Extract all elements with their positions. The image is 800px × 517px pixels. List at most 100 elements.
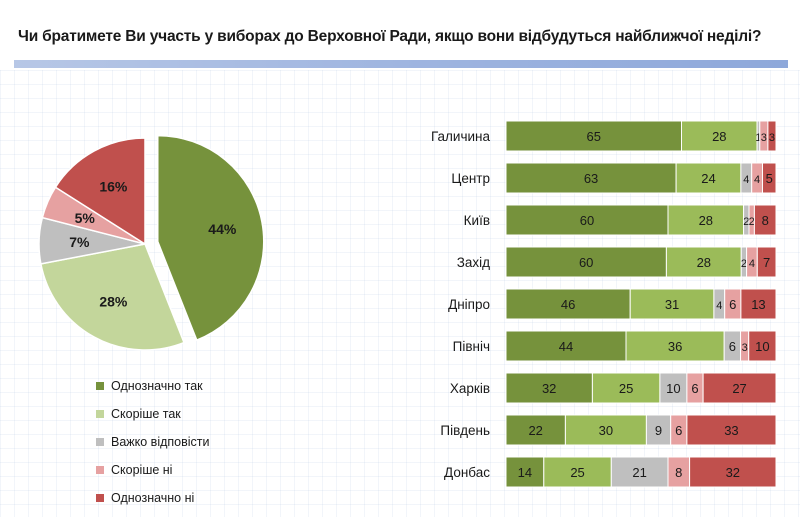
bar-segment <box>505 456 545 488</box>
bar-value-label: 8 <box>762 213 769 228</box>
bar-value-label: 7 <box>763 255 770 270</box>
legend-item: Однозначно так <box>96 372 316 400</box>
legend-item: Скоріше ні <box>96 456 316 484</box>
bar-value-label: 60 <box>579 255 593 270</box>
legend-label: Однозначно ні <box>111 491 195 505</box>
bar-category-label: Харків <box>450 381 490 396</box>
bar-value-label: 32 <box>542 381 556 396</box>
bar-value-label: 1 <box>755 132 761 144</box>
bar-segment <box>505 372 593 404</box>
legend-swatch <box>96 466 104 474</box>
bar-value-label: 3 <box>742 342 748 354</box>
bar-value-label: 2 <box>749 216 755 228</box>
pie-slice-label: 7% <box>69 234 90 250</box>
bar-value-label: 13 <box>751 297 765 312</box>
pie-slice <box>39 243 185 351</box>
bar-value-label: 10 <box>666 381 680 396</box>
bar-segment <box>748 330 777 362</box>
bar-value-label: 30 <box>599 423 613 438</box>
bar-value-label: 33 <box>724 423 738 438</box>
bar-value-label: 14 <box>518 465 532 480</box>
bar-value-label: 8 <box>675 465 682 480</box>
legend-label: Однозначно так <box>111 379 203 393</box>
bar-value-label: 44 <box>559 339 573 354</box>
bar-value-label: 28 <box>712 129 726 144</box>
bar-segment <box>740 288 777 320</box>
bar-segment <box>753 204 777 236</box>
bar-value-label: 22 <box>528 423 542 438</box>
legend-swatch <box>96 410 104 418</box>
bar-value-label: 4 <box>743 174 749 186</box>
legend-label: Скоріше ні <box>111 463 173 477</box>
legend-label: Скоріше так <box>111 407 181 421</box>
bar-category-label: Донбас <box>444 465 490 480</box>
bar-value-label: 36 <box>668 339 682 354</box>
bar-segment <box>659 372 688 404</box>
bar-category-label: Галичина <box>431 129 491 144</box>
bar-segment <box>665 246 742 278</box>
bar-value-label: 25 <box>619 381 633 396</box>
legend-label: Важко відповісти <box>111 435 210 449</box>
pie-slice <box>54 137 146 246</box>
bar-segment <box>505 162 677 194</box>
bar-segment <box>686 414 777 446</box>
bar-value-label: 28 <box>697 255 711 270</box>
bar-segment <box>505 414 566 446</box>
bar-segment <box>564 414 647 446</box>
bar-category-label: Південь <box>440 423 490 438</box>
bar-segment <box>689 456 777 488</box>
bar-segment <box>505 204 669 236</box>
pie-slice-label: 16% <box>99 178 128 194</box>
bar-value-label: 6 <box>691 381 698 396</box>
bar-segment <box>767 120 777 152</box>
pie-slice-label: 28% <box>99 294 128 310</box>
legend-item: Однозначно ні <box>96 484 316 512</box>
bar-category-label: Захід <box>457 255 490 270</box>
bar-segment <box>629 288 715 320</box>
bar-category-label: Київ <box>464 213 490 228</box>
bar-category-label: Центр <box>451 171 490 186</box>
bar-value-label: 2 <box>741 258 747 270</box>
pie-slice-label: 44% <box>208 221 237 237</box>
bar-segment <box>591 372 661 404</box>
bar-segment <box>543 456 612 488</box>
bar-segment <box>675 162 742 194</box>
bar-value-label: 9 <box>655 423 662 438</box>
bar-value-label: 4 <box>754 174 760 186</box>
bar-value-label: 31 <box>665 297 679 312</box>
bar-value-label: 6 <box>729 297 736 312</box>
bar-category-label: Північ <box>453 339 490 354</box>
page-title: Чи братимете Ви участь у виборах до Верх… <box>18 28 762 45</box>
bar-value-label: 21 <box>632 465 646 480</box>
bar-value-label: 4 <box>749 258 755 270</box>
bar-category-label: Дніпро <box>448 297 490 312</box>
bar-value-label: 32 <box>726 465 740 480</box>
bar-segment <box>625 330 725 362</box>
bar-value-label: 25 <box>570 465 584 480</box>
bar-value-label: 6 <box>729 339 736 354</box>
bar-value-label: 10 <box>755 339 769 354</box>
bar-value-label: 5 <box>766 171 773 186</box>
bar-value-label: 28 <box>699 213 713 228</box>
bar-value-label: 3 <box>761 132 767 144</box>
legend-swatch <box>96 382 104 390</box>
bar-value-label: 3 <box>769 132 775 144</box>
bar-segment <box>702 372 777 404</box>
bar-segment <box>610 456 669 488</box>
bar-segment <box>756 246 777 278</box>
bar-segment <box>681 120 758 152</box>
bar-value-label: 65 <box>587 129 601 144</box>
pie-slice <box>157 134 265 342</box>
bar-value-label: 27 <box>732 381 746 396</box>
bar-value-label: 2 <box>743 216 749 228</box>
bar-segment <box>762 162 777 194</box>
legend-item: Скоріше так <box>96 400 316 428</box>
legend-swatch <box>96 494 104 502</box>
bar-segment <box>645 414 672 446</box>
bar-value-label: 4 <box>716 300 722 312</box>
bar-value-label: 63 <box>584 171 598 186</box>
legend-swatch <box>96 438 104 446</box>
bar-value-label: 60 <box>580 213 594 228</box>
bar-value-label: 46 <box>561 297 575 312</box>
